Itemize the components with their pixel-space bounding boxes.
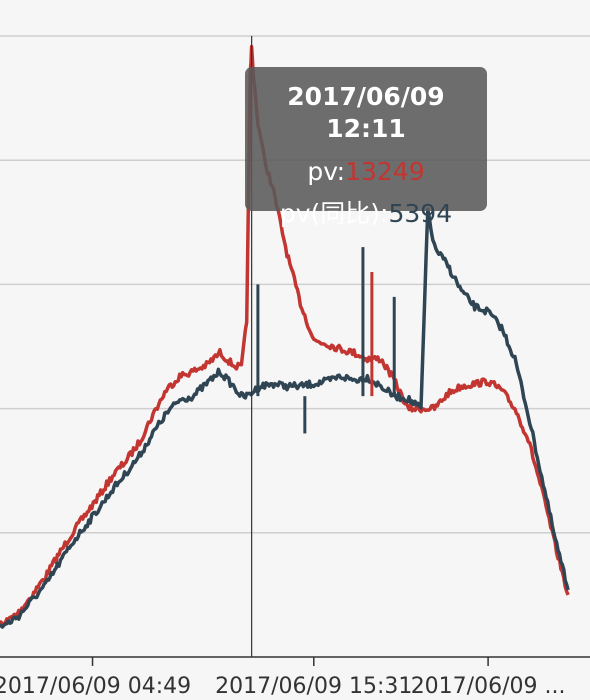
tooltip-yoy-value: 5394 <box>388 199 453 228</box>
tooltip-yoy-label: pv(同比): <box>279 199 389 228</box>
x-axis: 2017/06/09 04:49 2017/06/09 15:312017/06/… <box>0 656 590 699</box>
tooltip-title: 2017/06/09 12:11 <box>287 82 445 143</box>
x-tick-label: 2017/06/09 04:49 <box>0 674 191 699</box>
tooltip-pv-value: 13249 <box>345 157 425 186</box>
tooltip-pv-row: pv:13249 <box>245 151 487 193</box>
series-line-pv-yoy <box>0 207 570 629</box>
tooltip: 2017/06/09 12:11 pv:13249 pv(同比):5394 <box>245 67 487 228</box>
tooltip-yoy-row: pv(同比):5394 <box>245 193 487 235</box>
tooltip-pv-label: pv: <box>307 157 346 186</box>
x-tick-label: 2017/06/09 15:31 <box>215 674 412 699</box>
x-tick-label: 2017/06/09 ... <box>411 674 566 699</box>
